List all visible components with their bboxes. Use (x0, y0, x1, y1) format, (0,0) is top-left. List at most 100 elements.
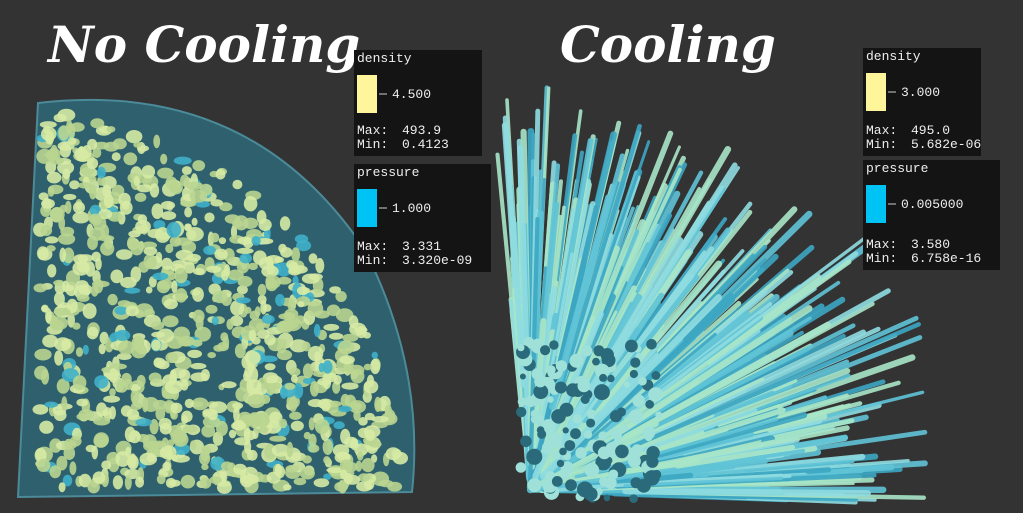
blob (178, 369, 191, 382)
clump (646, 339, 657, 350)
clump (551, 409, 566, 424)
blob (265, 274, 275, 290)
blob (44, 401, 58, 408)
clump (625, 339, 638, 353)
blob (151, 339, 161, 351)
clump (540, 419, 557, 435)
filament (610, 407, 786, 467)
blob (309, 381, 320, 397)
clump (549, 340, 559, 350)
blob (141, 397, 149, 413)
blob (149, 183, 160, 198)
blob (204, 212, 215, 223)
blob (308, 253, 318, 264)
blob (53, 291, 65, 307)
blob (370, 358, 381, 375)
blob (161, 257, 173, 270)
blob (190, 362, 207, 370)
filament (630, 322, 921, 449)
blob (261, 314, 275, 324)
blob (285, 464, 300, 473)
blob (260, 394, 271, 404)
blob (112, 475, 123, 490)
blob (156, 328, 175, 343)
legend-max-label: Max: (866, 123, 897, 138)
blob (141, 165, 156, 179)
blob (363, 380, 379, 394)
blob (164, 380, 183, 394)
blob (157, 167, 174, 179)
blob (95, 257, 102, 271)
filament (573, 202, 711, 419)
filament (609, 377, 765, 453)
blob (32, 404, 49, 415)
blob (173, 156, 192, 165)
blob (134, 192, 147, 202)
legend-value: 0.005000 (901, 197, 963, 212)
clump (599, 373, 608, 382)
blob (100, 241, 115, 256)
blob (185, 181, 203, 191)
clump (655, 411, 663, 419)
blob (103, 193, 114, 209)
blob (103, 141, 120, 152)
blob (115, 249, 133, 260)
blob (307, 300, 324, 317)
blob (244, 430, 256, 441)
filament (557, 123, 642, 394)
blob (279, 418, 288, 429)
legend-min: 6.758e-16 (911, 251, 981, 266)
blob (332, 444, 350, 457)
blob (66, 298, 78, 314)
blob (355, 460, 363, 472)
blob (33, 283, 47, 293)
clump (597, 446, 611, 460)
blob (135, 303, 154, 317)
blob (89, 184, 97, 200)
blob (323, 323, 340, 331)
blob (171, 280, 178, 294)
clump (595, 454, 612, 471)
blob (314, 418, 330, 435)
clump (564, 440, 576, 451)
legend-swatch (866, 185, 886, 223)
blob (56, 378, 70, 394)
blob (67, 313, 75, 328)
clump (569, 353, 584, 368)
blob (201, 463, 209, 471)
blob (44, 151, 59, 158)
blob (338, 340, 354, 355)
blob (234, 343, 246, 359)
blob (195, 315, 204, 331)
blob (36, 458, 51, 472)
legend-name: pressure (866, 161, 928, 176)
blob (273, 382, 281, 390)
legend-min-label: Min: (866, 137, 897, 152)
blob (73, 201, 85, 214)
blob (224, 264, 231, 277)
blob (207, 352, 216, 359)
blob (53, 307, 71, 316)
blob (292, 265, 308, 274)
blob (274, 256, 285, 263)
legend-max: 3.580 (911, 237, 950, 252)
blob (116, 353, 132, 360)
blob (251, 236, 261, 246)
blob (284, 382, 296, 390)
blob (58, 482, 66, 493)
blob (184, 398, 194, 409)
legend-name: density (866, 49, 921, 64)
blob (339, 355, 355, 365)
blob (192, 160, 206, 172)
clump (630, 357, 641, 368)
panel-title: No Cooling (46, 15, 360, 74)
blob (69, 180, 80, 190)
blob (96, 166, 106, 179)
blob (91, 280, 110, 288)
blob (315, 258, 325, 274)
blob (256, 210, 267, 225)
blob (39, 420, 54, 434)
blob (120, 276, 137, 289)
clump (598, 431, 608, 441)
blob (248, 366, 259, 383)
